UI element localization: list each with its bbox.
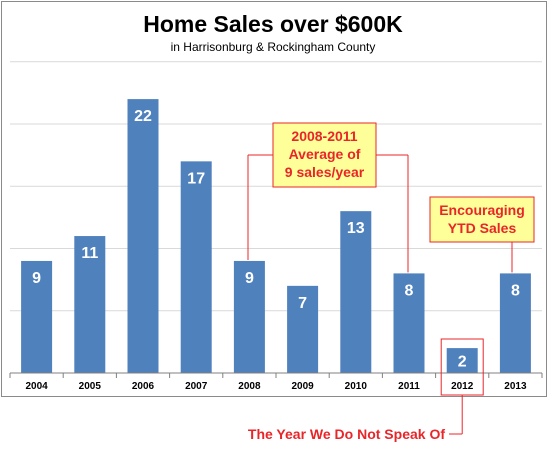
- data-label: 2: [458, 354, 467, 371]
- data-label: 8: [405, 282, 414, 299]
- annotation-text: Encouraging: [439, 202, 525, 218]
- data-label: 11: [81, 245, 98, 262]
- x-tick-label: 2011: [398, 381, 420, 392]
- data-label: 22: [134, 108, 152, 125]
- bar-2007: [180, 161, 212, 373]
- data-label: 13: [347, 220, 365, 237]
- annotation-text: The Year We Do Not Speak Of: [248, 426, 445, 442]
- bar-2012: [446, 348, 478, 373]
- bar-2006: [127, 99, 159, 373]
- data-label: 8: [511, 282, 520, 299]
- data-label: 9: [245, 270, 254, 287]
- chart-subtitle: in Harrisonburg & Rockingham County: [171, 40, 376, 54]
- x-tick-label: 2013: [504, 381, 527, 392]
- x-tick-label: 2010: [345, 381, 368, 392]
- x-tick-label: 2008: [238, 381, 261, 392]
- x-tick-label: 2009: [291, 381, 314, 392]
- annotation-text: 9 sales/year: [285, 164, 365, 180]
- x-tick-label: 2007: [185, 381, 208, 392]
- x-axis: 2004 2005 2006 2007 2008 2009 2010 2011 2012 2013: [9, 372, 543, 392]
- bar-2010: [340, 211, 372, 373]
- chart-title: Home Sales over $600K: [143, 11, 403, 37]
- bars: 9 11 22 17 9 7 13 8 2 8: [21, 99, 531, 373]
- annotations: 2008-2011 Average of 9 sales/year Encouragi…: [247, 122, 535, 442]
- bar-2013: [499, 273, 531, 373]
- data-label: 17: [187, 170, 205, 187]
- annotation-text: Average of: [289, 146, 361, 162]
- bar-2011: [393, 273, 425, 373]
- annotation-text: YTD Sales: [448, 220, 517, 236]
- bar-2008: [233, 260, 265, 373]
- annotation-box-ytd: [429, 196, 535, 243]
- annotation-box-average: [272, 122, 377, 188]
- bar-2009: [287, 285, 319, 373]
- annotation-text: 2008-2011: [291, 128, 357, 144]
- data-label: 9: [32, 270, 41, 287]
- x-tick-label: 2012: [451, 381, 474, 392]
- x-tick-label: 2004: [25, 381, 48, 392]
- bar-2004: [21, 260, 53, 373]
- data-label: 7: [298, 295, 307, 312]
- x-tick-label: 2005: [79, 381, 102, 392]
- x-tick-label: 2006: [132, 381, 155, 392]
- bar-2005: [74, 236, 106, 373]
